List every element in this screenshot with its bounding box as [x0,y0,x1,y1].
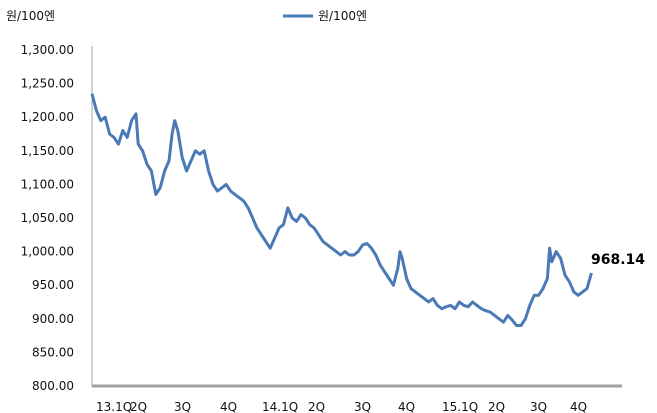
y-tick-label: 1,050.00 [21,211,74,225]
y-axis-labels: 1,300.00 1,250.00 1,200.00 1,150.00 1,100.00… [21,43,74,393]
y-tick-label: 800.00 [32,379,74,393]
legend: 원/100엔 [283,9,367,23]
x-tick-label: 15.1Q [442,400,478,413]
x-tick-label: 2Q [130,400,147,413]
x-tick-label: 3Q [174,400,191,413]
y-axis-unit-label: 원/100엔 [6,9,55,23]
x-tick-label: 2Q [308,400,325,413]
x-tick-label: 3Q [530,400,547,413]
x-tick-label: 13.1Q [96,400,132,413]
x-tick-label: 4Q [220,400,237,413]
x-tick-label: 4Q [398,400,415,413]
y-tick-label: 1,000.00 [21,245,74,259]
legend-label: 원/100엔 [318,9,367,23]
series-layer [90,93,593,327]
y-tick-label: 1,300.00 [21,43,74,57]
y-tick-label: 1,250.00 [21,77,74,91]
x-tick-label: 4Q [570,400,587,413]
x-tick-label: 3Q [354,400,371,413]
x-tick-label: 2Q [488,400,505,413]
y-tick-label: 950.00 [32,278,74,292]
series-line [90,93,593,327]
end-value-label: 968.14 [591,252,645,268]
y-tick-label: 1,100.00 [21,177,74,191]
y-tick-label: 850.00 [32,345,74,359]
y-tick-label: 900.00 [32,312,74,326]
axis-lines [91,46,622,388]
y-tick-label: 1,200.00 [21,110,74,124]
x-tick-label: 14.1Q [262,400,298,413]
y-tick-label: 1,150.00 [21,144,74,158]
